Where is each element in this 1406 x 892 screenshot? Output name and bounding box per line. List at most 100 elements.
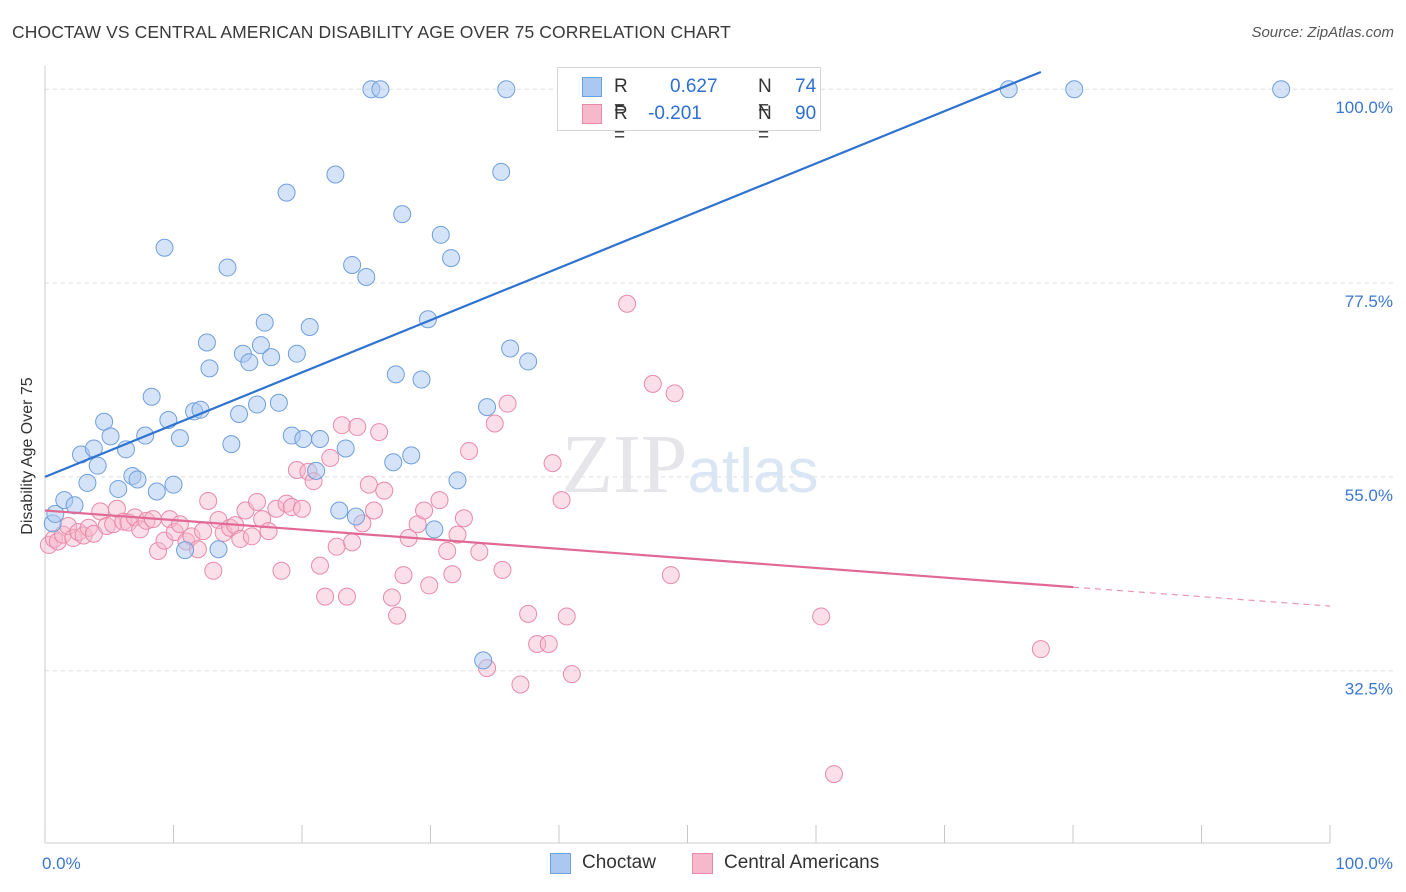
choctaw-point bbox=[300, 317, 319, 336]
choctaw-point bbox=[448, 471, 467, 490]
central-point bbox=[259, 522, 278, 541]
source-label: Source: ZipAtlas.com bbox=[1251, 24, 1394, 41]
central-point bbox=[39, 535, 58, 554]
choctaw-point bbox=[357, 268, 376, 287]
central-point bbox=[539, 635, 558, 654]
n-label: N = bbox=[758, 103, 772, 146]
choctaw-point bbox=[336, 439, 355, 458]
central-point bbox=[359, 475, 378, 494]
central-point bbox=[97, 516, 116, 535]
central-point bbox=[79, 518, 98, 537]
chart-title: CHOCTAW VS CENTRAL AMERICAN DISABILITY A… bbox=[12, 22, 731, 42]
central-point bbox=[310, 556, 329, 575]
central-point bbox=[293, 499, 311, 518]
choctaw-point bbox=[101, 427, 120, 446]
central-point bbox=[519, 604, 538, 623]
choctaw-point bbox=[371, 80, 390, 99]
central-point bbox=[643, 374, 662, 393]
choctaw-point bbox=[109, 479, 128, 498]
central-point bbox=[370, 423, 389, 442]
choctaw-point bbox=[384, 453, 403, 472]
central-point bbox=[316, 587, 335, 606]
central-swatch bbox=[692, 853, 713, 874]
central-point bbox=[618, 294, 637, 313]
y-axis-label: Disability Age Over 75 bbox=[19, 377, 36, 535]
choctaw-point bbox=[386, 365, 405, 384]
choctaw-point bbox=[519, 352, 538, 371]
central-point bbox=[199, 492, 218, 511]
central-point bbox=[64, 529, 83, 548]
y-tick-label: 55.0% bbox=[1345, 486, 1393, 505]
choctaw-point bbox=[262, 348, 281, 367]
central-point bbox=[485, 414, 504, 433]
central-point bbox=[511, 675, 530, 694]
choctaw-point bbox=[442, 249, 461, 268]
r-label: R = bbox=[614, 76, 628, 119]
central-point bbox=[364, 501, 383, 520]
central-point bbox=[430, 491, 449, 510]
choctaw-point bbox=[497, 80, 516, 99]
central-point bbox=[552, 491, 571, 510]
choctaw-point bbox=[251, 336, 270, 355]
central-point bbox=[454, 509, 473, 528]
central-point bbox=[460, 442, 479, 461]
choctaw-point bbox=[176, 541, 195, 560]
choctaw-point bbox=[307, 461, 326, 480]
y-tick-label: 100.0% bbox=[1335, 98, 1393, 117]
n-value: 90 bbox=[795, 103, 817, 124]
central-point bbox=[448, 525, 467, 544]
central-swatch bbox=[582, 104, 602, 124]
central-point bbox=[231, 529, 250, 548]
central-point bbox=[493, 560, 512, 579]
central-point bbox=[149, 541, 168, 560]
central-point bbox=[248, 492, 267, 511]
choctaw-point bbox=[330, 501, 349, 520]
choctaw-point bbox=[287, 344, 306, 363]
central-point bbox=[287, 460, 306, 479]
central-trend-extension bbox=[1072, 586, 1331, 607]
choctaw-point bbox=[310, 429, 329, 448]
choctaw-swatch bbox=[550, 853, 571, 874]
choctaw-point bbox=[197, 333, 216, 352]
choctaw-point bbox=[326, 165, 345, 184]
central-point bbox=[343, 533, 362, 552]
choctaw-point bbox=[65, 496, 84, 515]
central-point bbox=[242, 527, 261, 546]
central-point bbox=[337, 587, 356, 606]
legend-label: Choctaw bbox=[582, 852, 656, 873]
central-point bbox=[557, 607, 576, 626]
central-point bbox=[382, 588, 401, 607]
central-point bbox=[824, 765, 843, 784]
choctaw-point bbox=[78, 473, 97, 492]
central-point bbox=[812, 607, 831, 626]
choctaw-point bbox=[343, 255, 362, 274]
central-point bbox=[321, 448, 340, 467]
y-tick-label: 77.5% bbox=[1345, 292, 1393, 311]
central-point bbox=[1031, 640, 1050, 659]
central-point bbox=[53, 525, 72, 544]
choctaw-point bbox=[393, 205, 412, 224]
choctaw-point bbox=[294, 429, 313, 448]
choctaw-point bbox=[1065, 80, 1084, 99]
central-point bbox=[194, 522, 213, 541]
y-tick-label: 32.5% bbox=[1345, 680, 1393, 699]
choctaw-point bbox=[346, 507, 365, 526]
x-tick-label: 100.0% bbox=[1335, 854, 1393, 873]
choctaw-point bbox=[147, 482, 166, 501]
legend-label: Central Americans bbox=[724, 852, 880, 873]
choctaw-point bbox=[255, 313, 274, 332]
choctaw-point bbox=[1272, 80, 1291, 99]
choctaw-point bbox=[501, 339, 520, 358]
choctaw-point bbox=[474, 651, 493, 670]
central-point bbox=[267, 499, 286, 518]
r-value: 0.627 bbox=[670, 76, 718, 97]
choctaw-point bbox=[222, 435, 241, 454]
central-point bbox=[327, 537, 346, 556]
choctaw-swatch bbox=[582, 77, 602, 97]
central-point bbox=[562, 665, 581, 684]
r-label: R = bbox=[614, 103, 628, 146]
central-point bbox=[394, 566, 413, 585]
central-point bbox=[470, 542, 489, 561]
n-label: N = bbox=[758, 76, 772, 119]
